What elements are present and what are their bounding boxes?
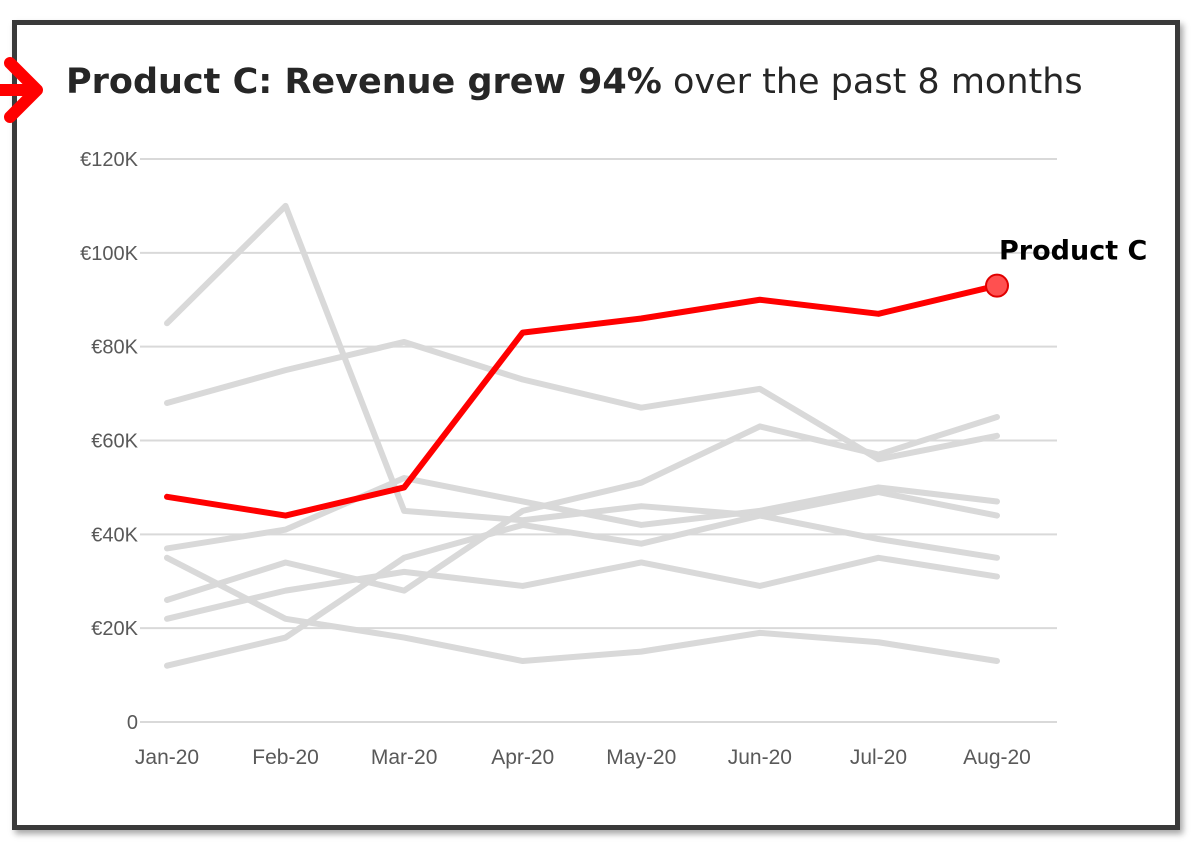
x-tick-label: Mar-20 bbox=[371, 746, 438, 769]
y-tick-label: €80K bbox=[91, 337, 138, 359]
chart-title: Product C: Revenue grew 94% over the pas… bbox=[66, 62, 1083, 102]
x-tick-label: Aug-20 bbox=[963, 746, 1031, 769]
chart-frame bbox=[12, 20, 1180, 830]
series-line-other bbox=[164, 202, 1000, 561]
y-tick-label: €20K bbox=[91, 618, 138, 640]
x-tick-label: Jan-20 bbox=[135, 746, 199, 769]
y-tick-label: 0 bbox=[127, 712, 138, 734]
title-rest: over the past 8 months bbox=[661, 62, 1083, 102]
y-tick-label: €40K bbox=[91, 524, 138, 546]
series-line-other bbox=[164, 414, 1000, 604]
series-line-other bbox=[164, 338, 1000, 463]
x-tick-label: Jul-20 bbox=[850, 746, 907, 769]
x-tick-label: Jun-20 bbox=[728, 746, 792, 769]
title-bold: Product C: Revenue grew 94% bbox=[66, 62, 662, 102]
x-tick-label: Apr-20 bbox=[491, 746, 554, 769]
y-tick-label: €100K bbox=[80, 243, 138, 265]
end-point-marker bbox=[985, 273, 1009, 298]
y-tick-label: €60K bbox=[91, 431, 138, 453]
series-line-other bbox=[164, 475, 1000, 552]
series-line-product-c bbox=[164, 282, 1000, 519]
x-tick-label: May-20 bbox=[606, 746, 676, 769]
arrow-icon bbox=[0, 57, 43, 123]
series-label-product-c: Product C bbox=[999, 236, 1147, 267]
y-tick-label: €120K bbox=[80, 149, 138, 171]
series-line-other bbox=[164, 489, 1000, 669]
x-tick-label: Feb-20 bbox=[252, 746, 319, 769]
series-line-other bbox=[164, 554, 1000, 622]
